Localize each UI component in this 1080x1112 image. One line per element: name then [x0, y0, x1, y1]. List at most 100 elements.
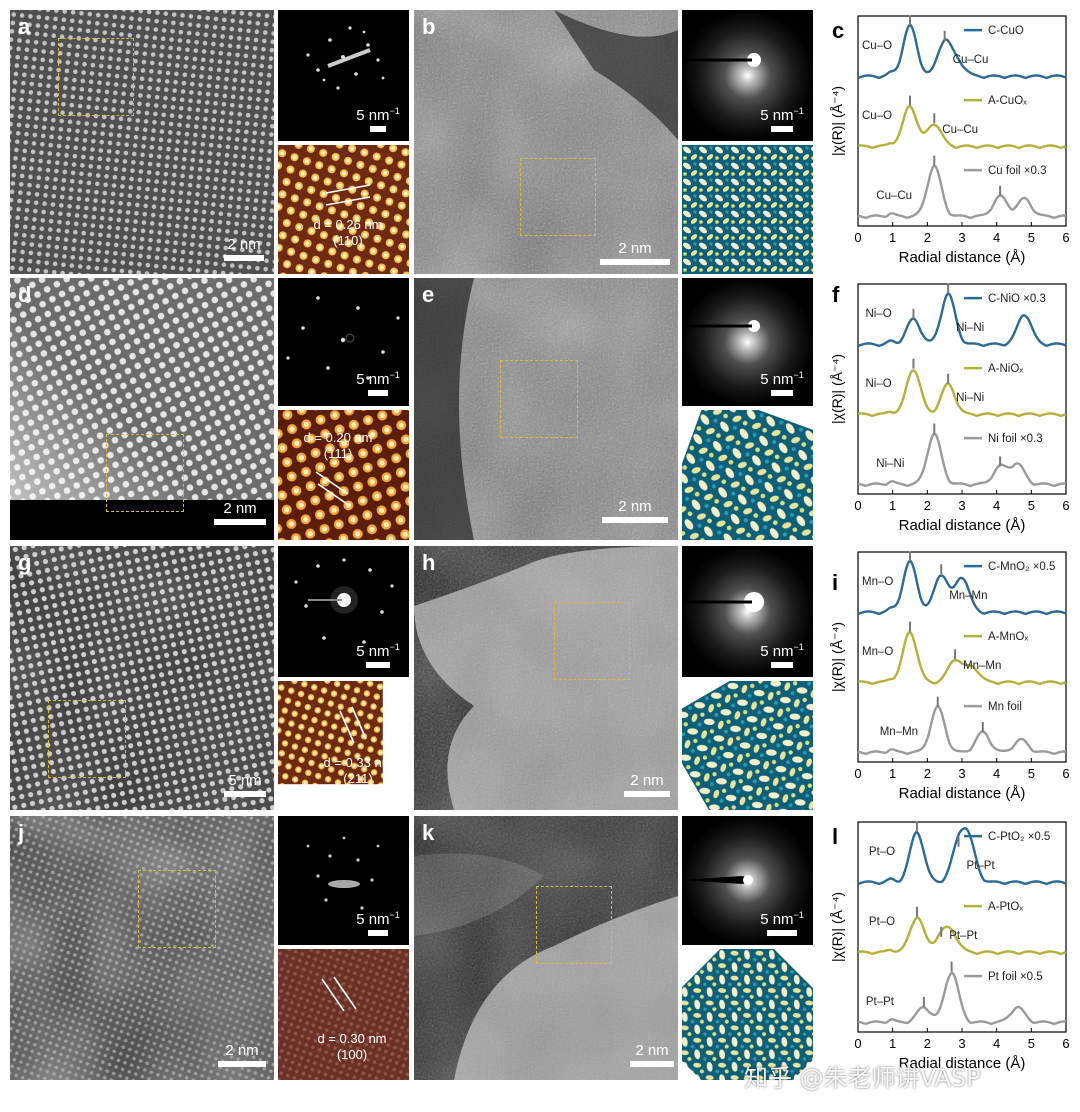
x-tick-label: 4	[993, 1036, 1000, 1051]
legend-label: C-MnO₂ ×0.5	[988, 561, 1055, 573]
peak-annotation: Mn–O	[862, 646, 893, 658]
x-tick-label: 1	[889, 230, 896, 245]
fft-scale-bar: 5 nm−1	[754, 106, 810, 132]
amorphous-image-k: k 2 nm	[414, 816, 678, 1080]
x-tick-label: 0	[854, 230, 861, 245]
panel-label-c: c	[832, 18, 845, 43]
series-line	[857, 971, 1066, 1026]
fft-scale-bar: 5 nm−1	[754, 910, 810, 936]
x-tick-label: 6	[1062, 230, 1069, 245]
series-line	[857, 164, 1066, 220]
panel-label-d: d	[18, 282, 32, 307]
scale-bar: 2 nm	[214, 500, 266, 525]
series-line	[857, 104, 1067, 150]
roi-box	[554, 602, 630, 680]
filtered-amorphous-h	[682, 681, 813, 810]
x-tick-label: 0	[854, 1036, 861, 1051]
legend-label: Pt foil ×0.5	[988, 971, 1043, 983]
legend-label: A-NiOₓ	[988, 363, 1023, 375]
filtered-lattice-j: d = 0.30 nm (100)	[278, 949, 409, 1080]
panel-label-e: e	[422, 282, 435, 307]
fft-scale-bar: 5 nm−1	[350, 642, 406, 668]
x-tick-label: 3	[958, 498, 965, 513]
y-axis-label: |χ(R)| (Å⁻⁴)	[829, 354, 845, 424]
legend-label: C-NiO ×0.3	[988, 293, 1046, 305]
peak-annotation: Ni–Ni	[876, 458, 904, 470]
x-tick-label: 5	[1028, 230, 1035, 245]
x-axis-label: Radial distance (Å)	[899, 249, 1026, 266]
peak-annotation: Pt–Pt	[866, 996, 895, 1008]
fft-scale-bar: 5 nm−1	[350, 370, 406, 396]
exafs-chart-i: 0 1 2 3 4 5 6 Radial distance (Å) |χ(R)| (Å⁻⁴) C-…	[816, 546, 1074, 816]
x-tick-label: 4	[993, 498, 1000, 513]
stem-image-a: a 2 nm	[10, 10, 274, 274]
d-spacing-label: d = 0.20 nm (111)	[303, 430, 373, 461]
series-line	[857, 826, 1067, 886]
fft-scale-bar: 5 nm−1	[350, 106, 406, 132]
peak-annotation: Pt–Pt	[967, 860, 996, 872]
filtered-lattice-a: d = 0.26 nm (110)	[278, 145, 409, 274]
amorphous-image-e: e 2 nm	[414, 278, 678, 540]
peak-annotation: Mn–Mn	[949, 590, 987, 602]
scale-bar: 2 nm	[600, 240, 670, 265]
x-tick-label: 3	[958, 230, 965, 245]
fft-halo-b: 5 nm−1	[682, 10, 813, 141]
stem-image-d: d 2 nm	[10, 278, 274, 540]
roi-box	[500, 360, 578, 438]
series-line	[857, 24, 1067, 80]
peak-annotation: Ni–Ni	[956, 392, 984, 404]
roi-box	[138, 870, 216, 948]
fft-halo-e: 5 nm−1	[682, 278, 813, 406]
peak-annotation: Pt–O	[869, 846, 895, 858]
scale-bar: 2 nm	[602, 498, 668, 523]
scale-bar: 2 nm	[224, 236, 264, 261]
fft-scale-bar: 5 nm−1	[754, 370, 810, 396]
scale-bar: 2 nm	[624, 772, 670, 797]
y-axis-label: |χ(R)| (Å⁻⁴)	[829, 892, 845, 962]
scale-bar: 2 nm	[218, 1042, 266, 1067]
x-tick-label: 1	[889, 498, 896, 513]
peak-annotation: Cu–Cu	[876, 190, 912, 202]
x-tick-label: 0	[854, 766, 861, 781]
fft-scale-bar: 5 nm−1	[754, 642, 810, 668]
peak-annotation: Ni–O	[865, 378, 891, 390]
series-line	[857, 292, 1067, 348]
x-axis-label: Radial distance (Å)	[899, 1055, 1026, 1072]
x-tick-label: 2	[924, 1036, 931, 1051]
amorphous-image-h: h 2 nm	[414, 546, 678, 810]
x-tick-label: 5	[1028, 766, 1035, 781]
panel-label-a: a	[18, 14, 31, 39]
fft-pattern-g: 5 nm−1	[278, 546, 409, 677]
panel-label-f: f	[832, 282, 840, 307]
roi-box	[58, 38, 134, 116]
roi-box	[520, 158, 596, 236]
exafs-chart-c: 0 1 2 3 4 5 6 Radial distance (Å) |χ(R)| (Å⁻⁴) C-…	[816, 10, 1074, 274]
peak-annotation: Cu–Cu	[953, 54, 989, 66]
panel-label-g: g	[18, 550, 32, 575]
panel-label-i: i	[832, 570, 839, 595]
x-tick-label: 4	[993, 766, 1000, 781]
peak-annotation: Cu–Cu	[942, 124, 978, 136]
d-spacing-label: d = 0.30 nm (100)	[317, 1031, 387, 1062]
legend-label: C-CuO	[988, 25, 1024, 37]
roi-box	[48, 700, 126, 778]
legend-label: A-CuOₓ	[988, 95, 1027, 107]
panel-label-j: j	[18, 820, 25, 845]
filtered-amorphous-k	[682, 949, 813, 1080]
fft-scale-bar: 5 nm−1	[350, 910, 406, 936]
series-line	[857, 560, 1067, 616]
series-line	[857, 705, 1066, 756]
legend-label: C-PtO₂ ×0.5	[988, 831, 1050, 843]
x-tick-label: 4	[993, 230, 1000, 245]
exafs-chart-l: 0 1 2 3 4 5 6 Radial distance (Å) |χ(R)| (Å⁻⁴) C-…	[816, 816, 1074, 1106]
legend-label: A-PtOₓ	[988, 901, 1023, 913]
amorphous-image-b: b 2 nm	[414, 10, 678, 274]
stem-image-j: j 2 nm	[10, 816, 274, 1080]
d-spacing-label: d = 0.33 nm (211)	[323, 755, 393, 786]
series-line	[857, 916, 1067, 956]
legend-label: Ni foil ×0.3	[988, 433, 1043, 445]
x-tick-label: 2	[924, 766, 931, 781]
x-tick-label: 5	[1028, 498, 1035, 513]
y-axis-label: |χ(R)| (Å⁻⁴)	[829, 622, 845, 692]
panel-label-l: l	[832, 824, 839, 849]
